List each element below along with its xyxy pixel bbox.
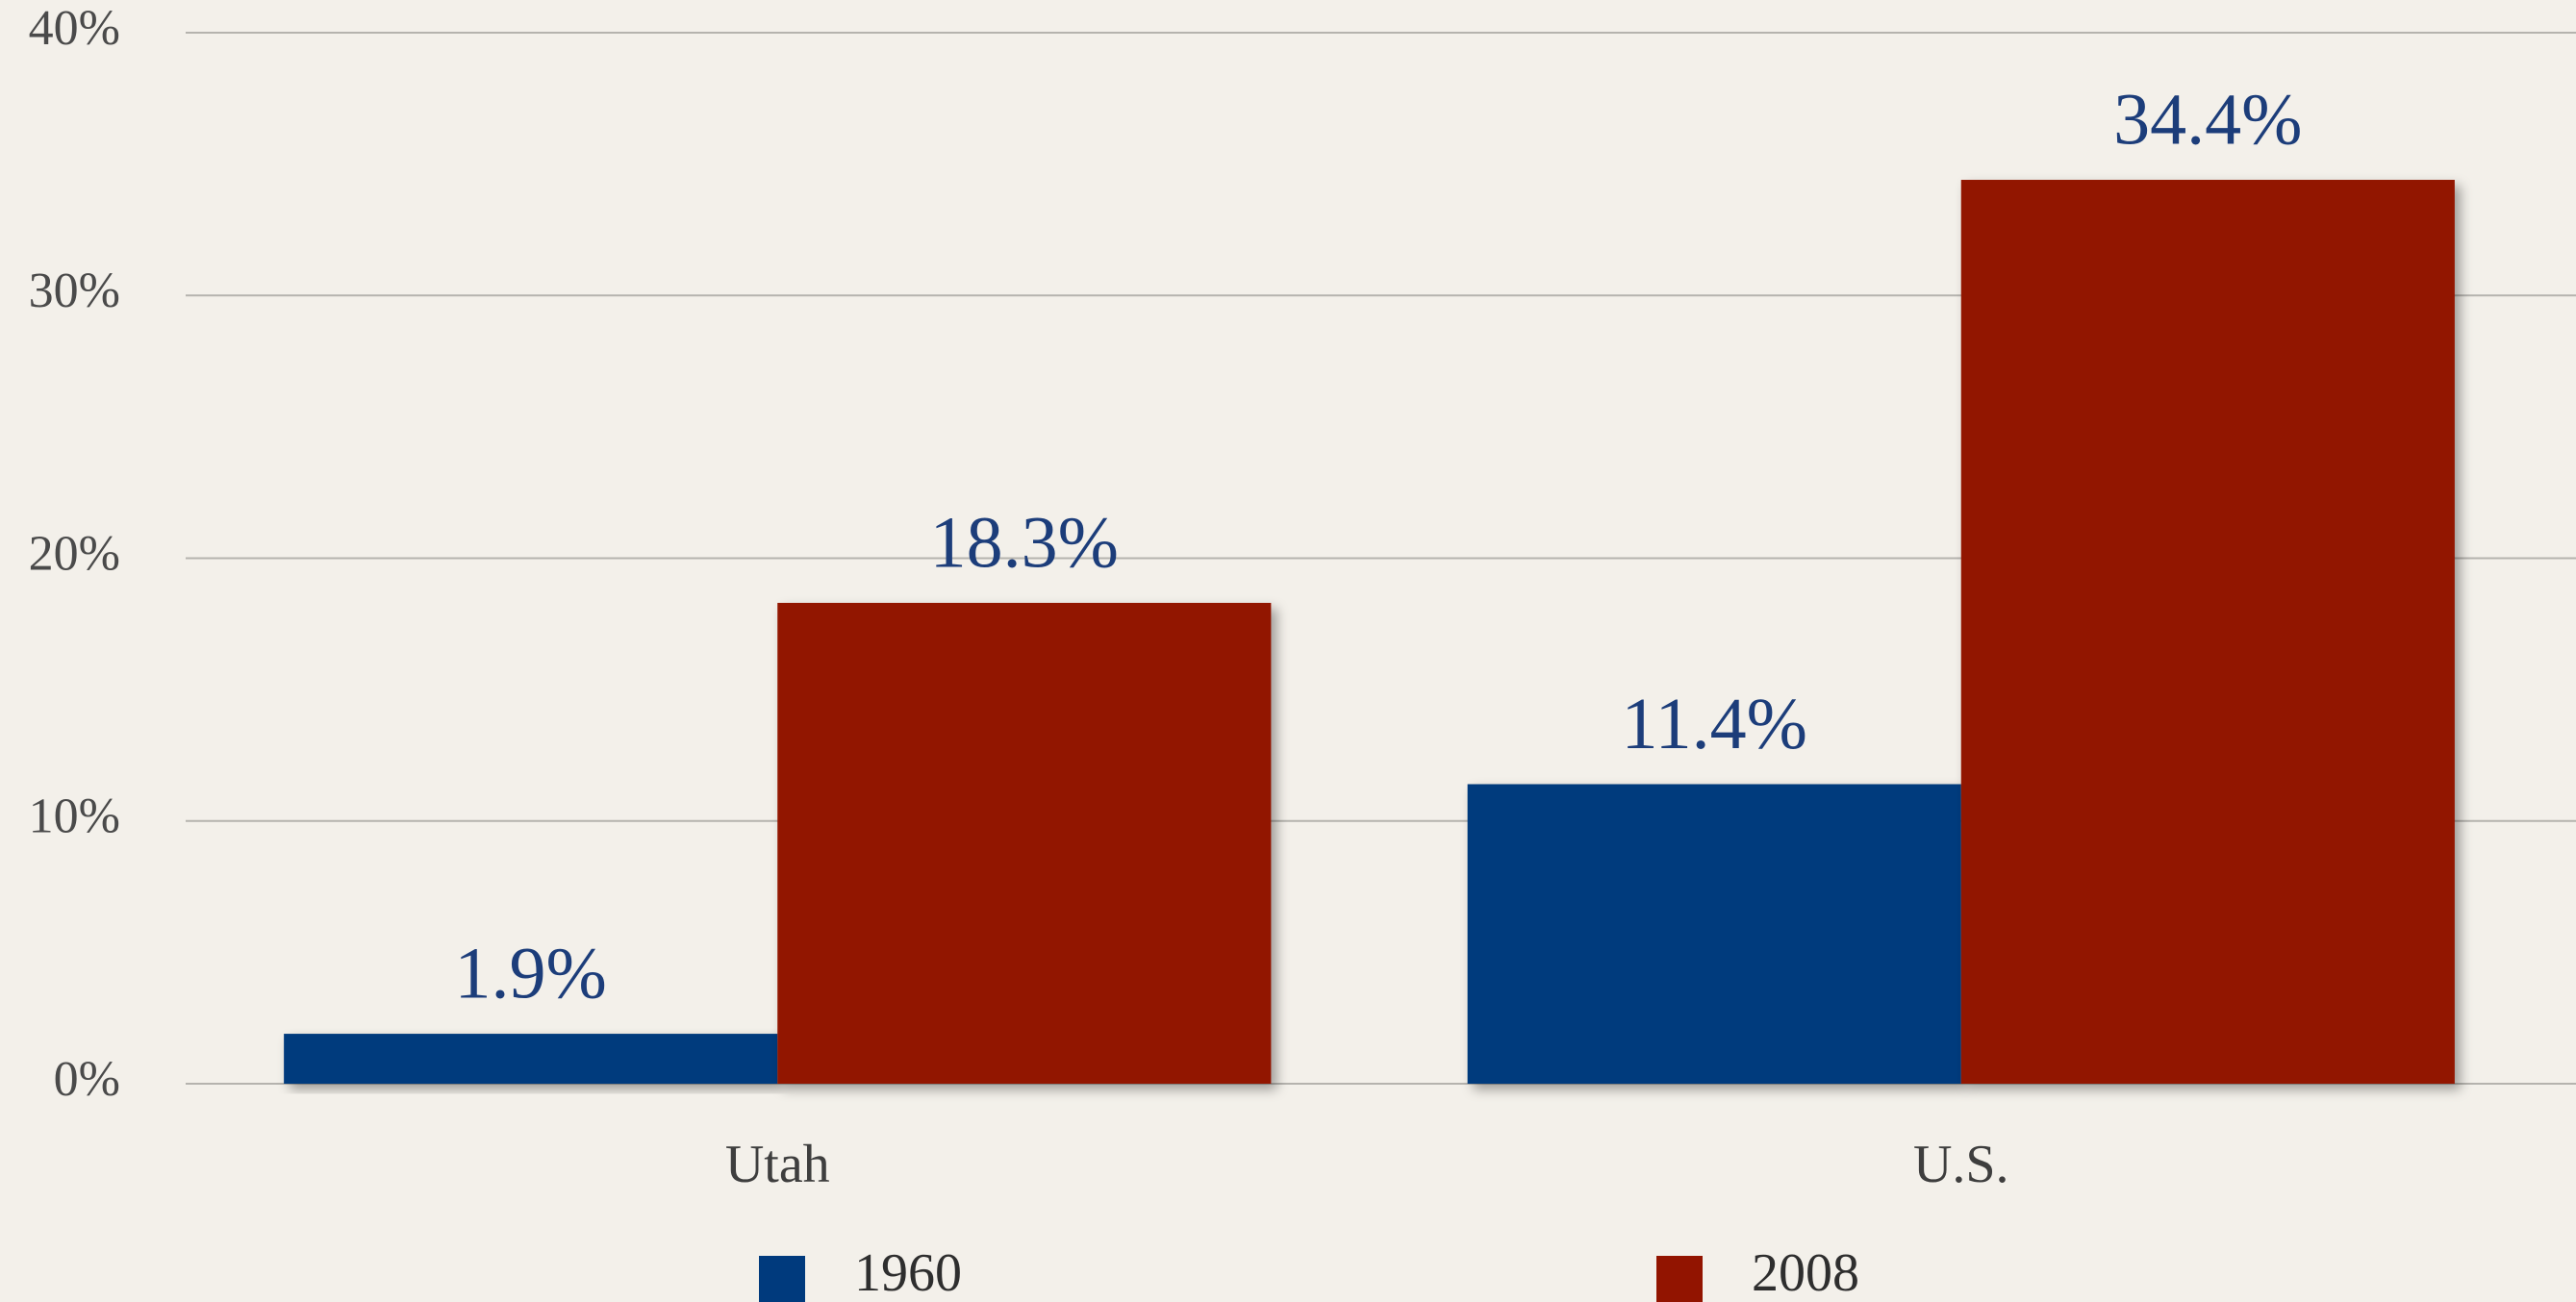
- bar: [777, 602, 1272, 1084]
- bar: [1467, 784, 1961, 1084]
- legend-label: 2008: [1752, 1243, 1859, 1302]
- value-label: 1.9%: [455, 934, 607, 1014]
- y-tick-label: 10%: [29, 789, 120, 844]
- legend-swatch: [1656, 1256, 1703, 1302]
- bar: [284, 1034, 778, 1084]
- y-tick-label: 0%: [54, 1052, 120, 1107]
- value-label: 18.3%: [930, 502, 1119, 583]
- value-label: 34.4%: [2113, 79, 2302, 160]
- y-tick-label: 20%: [29, 526, 120, 581]
- y-tick-label: 30%: [29, 263, 120, 318]
- bar: [1960, 180, 2455, 1084]
- x-tick-label: Utah: [725, 1135, 830, 1194]
- legend-label: 1960: [854, 1243, 962, 1302]
- x-tick-label: U.S.: [1913, 1135, 2009, 1194]
- value-label: 11.4%: [1621, 684, 1807, 764]
- legend-swatch: [759, 1256, 805, 1302]
- y-tick-label: 40%: [29, 1, 120, 56]
